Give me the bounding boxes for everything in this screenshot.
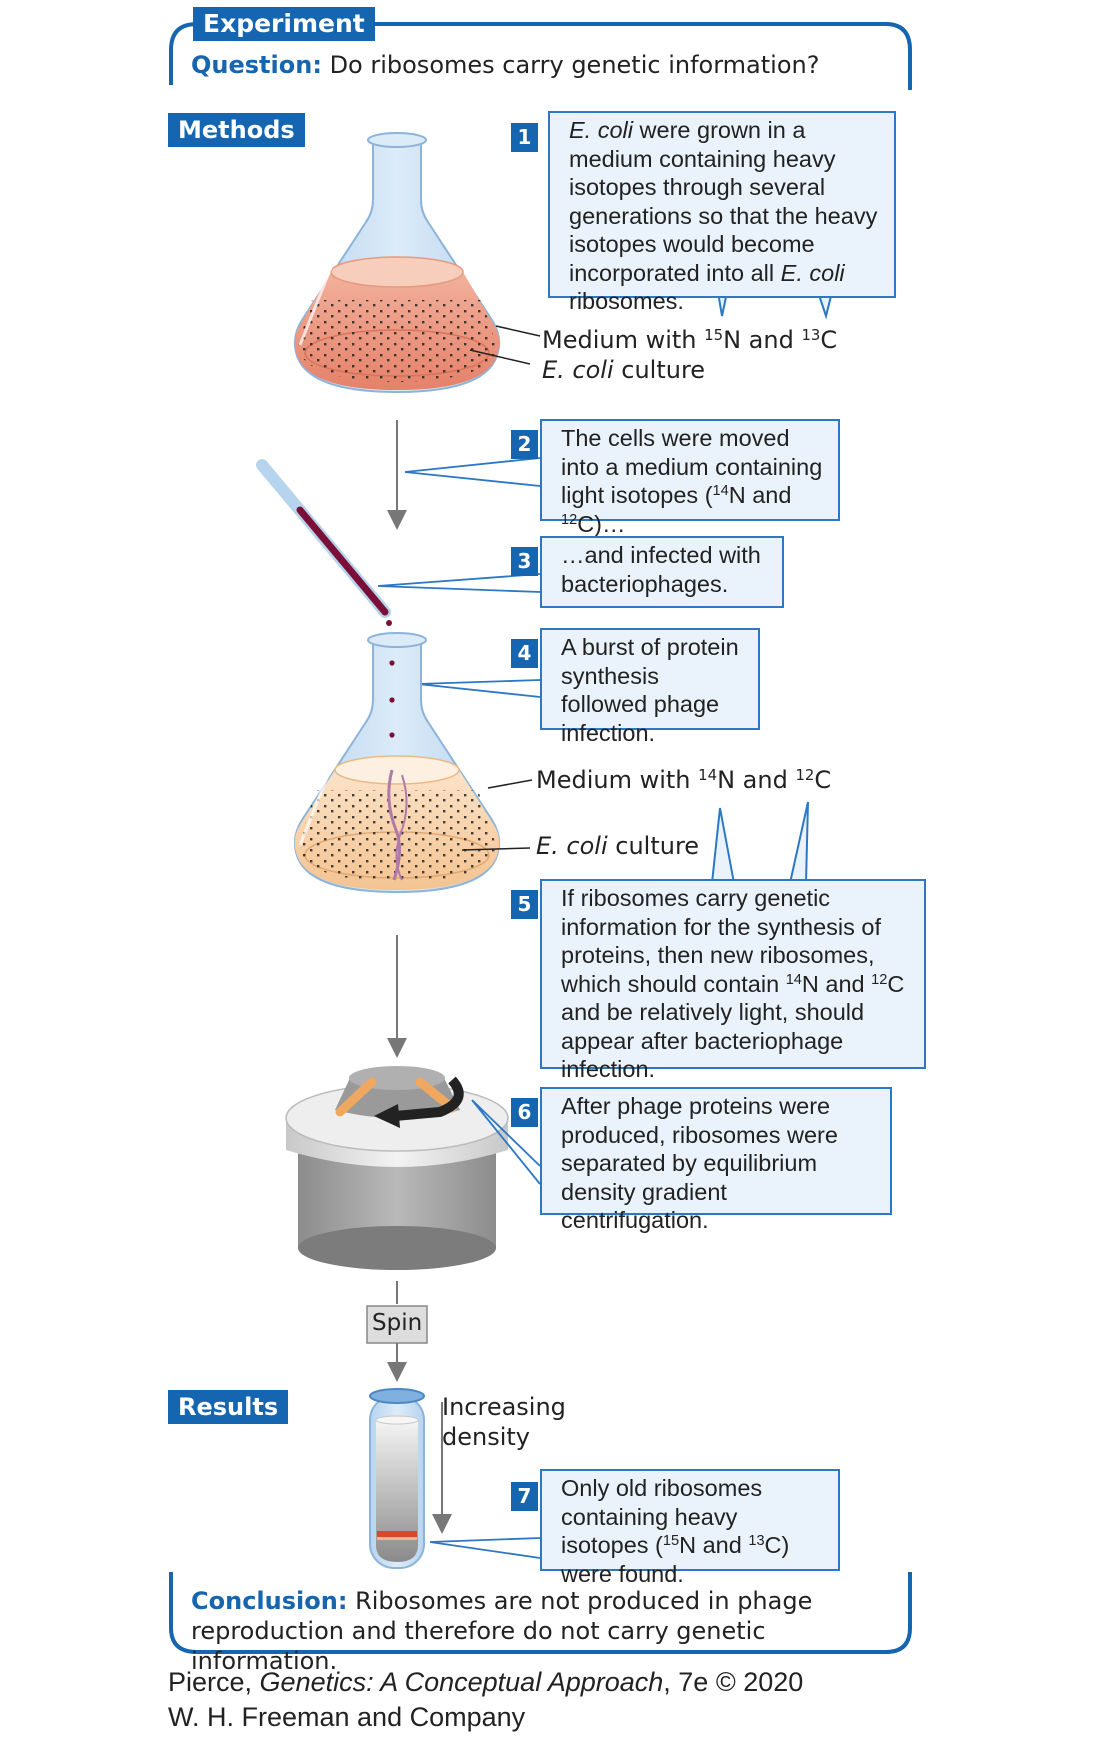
question: Question: Do ribosomes carry genetic inf… (191, 51, 819, 79)
flask1-culture-label: E. coli culture (542, 356, 706, 384)
step-number-3: 3 (511, 547, 538, 576)
credit-book-title: Genetics: A Conceptual Approach (259, 1667, 664, 1697)
flask-heavy (293, 132, 501, 394)
credit-author: Pierce, (168, 1667, 260, 1697)
step-number-6: 6 (511, 1098, 538, 1127)
step-box-7: Only old ribosomes containing heavy isot… (540, 1469, 840, 1587)
step-box-4: A burst of protein synthesis followed ph… (540, 628, 760, 746)
flask-light (293, 632, 501, 894)
step-number-2: 2 (511, 430, 538, 459)
experiment-frame-top (169, 22, 912, 90)
conclusion: Conclusion: Ribosomes are not produced i… (191, 1586, 911, 1676)
step-box-6: After phage proteins were produced, ribo… (540, 1087, 892, 1233)
step-number-5: 5 (511, 890, 538, 919)
step-box-3: …and infected with bacteriophages. (540, 536, 784, 608)
credit-line1: Pierce, Genetics: A Conceptual Approach,… (168, 1665, 803, 1700)
step-box-5: If ribosomes carry genetic information f… (540, 879, 926, 1082)
conclusion-frame (169, 1572, 912, 1654)
step-number-4: 4 (511, 639, 538, 668)
flask2-medium-label: Medium with 14N and 12C (536, 765, 832, 794)
step-box-2: The cells were moved into a medium conta… (540, 419, 840, 537)
spin-box (366, 1305, 428, 1344)
question-text: Do ribosomes carry genetic information? (329, 51, 820, 79)
results-label: Results (168, 1390, 289, 1424)
step-number-7: 7 (511, 1482, 538, 1511)
density-label-line1: Increasing (442, 1393, 566, 1421)
question-label: Question: (191, 51, 322, 79)
conclusion-label: Conclusion: (191, 1587, 348, 1615)
step-number-1: 1 (511, 123, 538, 152)
methods-label: Methods (168, 113, 305, 147)
credit-edition: , 7e © 2020 (663, 1667, 804, 1697)
density-label-line2: density (442, 1423, 530, 1451)
flask2-culture-label: E. coli culture (536, 832, 700, 860)
experiment-label: Experiment (193, 7, 375, 41)
centrifuge (285, 1066, 509, 1270)
pipette (256, 459, 392, 626)
tube-gradient (369, 1388, 425, 1569)
conclusion-text: Ribosomes are not produced in phage repr… (191, 1587, 813, 1675)
credit: Pierce, Genetics: A Conceptual Approach,… (168, 1665, 803, 1735)
spin-label: Spin (372, 1310, 423, 1336)
flask1-medium-label: Medium with 15N and 13C (542, 325, 838, 354)
credit-line2: W. H. Freeman and Company (168, 1702, 526, 1732)
step-box-1: E. coli were grown in a medium containin… (548, 111, 896, 314)
